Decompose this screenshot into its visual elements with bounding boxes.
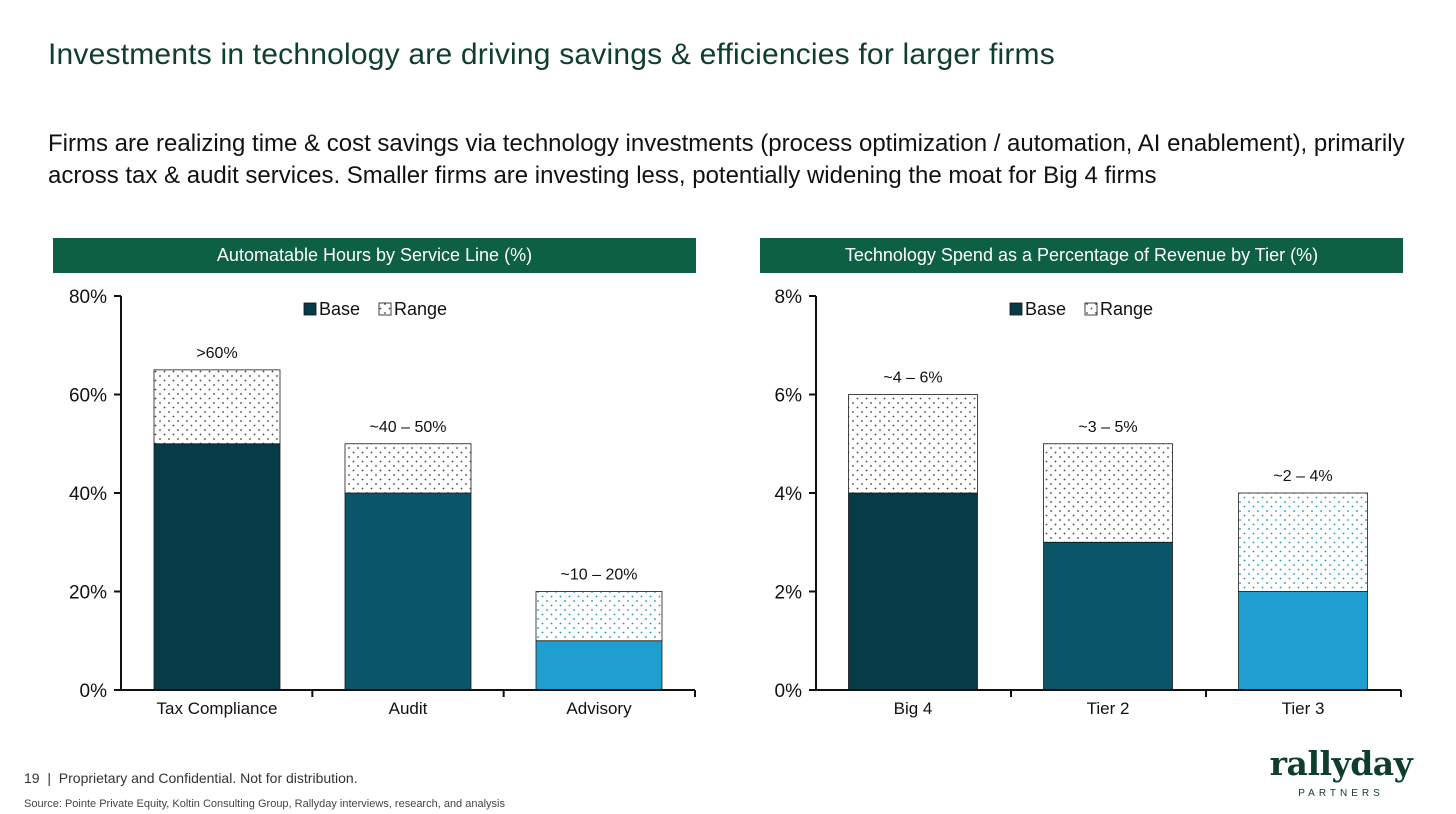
bar-range-1 <box>1043 443 1173 543</box>
bar-base-0 <box>153 443 281 691</box>
bar-base-2 <box>1238 591 1368 691</box>
y-tick-label-3: 60% <box>69 386 107 407</box>
bar-range-2 <box>535 591 663 642</box>
legend-label-range: Range <box>1100 299 1153 319</box>
y-tick-label-1: 20% <box>69 583 107 604</box>
bar-range-0 <box>848 394 978 494</box>
legend-swatch-base <box>303 302 317 316</box>
y-tick-label-2: 4% <box>775 484 803 505</box>
confidential-text: Proprietary and Confidential. Not for di… <box>58 770 358 786</box>
bar-range-0 <box>153 369 281 445</box>
x-tick-label-1: Tier 2 <box>1087 699 1130 718</box>
bar-base-2 <box>535 640 663 691</box>
y-tick-label-1: 2% <box>775 583 803 604</box>
legend-label-range: Range <box>394 299 447 319</box>
bar-base-0 <box>848 492 978 691</box>
bar-base-1 <box>1043 541 1173 691</box>
footer-confidential: 19 | Proprietary and Confidential. Not f… <box>24 770 358 786</box>
bar-range-2 <box>1238 492 1368 592</box>
y-tick-label-2: 40% <box>69 484 107 505</box>
legend: Base Range <box>303 299 447 319</box>
page-number: 19 <box>24 770 40 786</box>
bar-range-1 <box>344 443 472 494</box>
legend: Base Range <box>1009 299 1153 319</box>
legend-swatch-range <box>1084 302 1098 316</box>
page-subtitle: Firms are realizing time & cost savings … <box>48 130 1405 189</box>
logo-tagline: PARTNERS <box>1298 788 1384 799</box>
chart-automatable-hours: >60% Tax Compliance ~40 – 50% Audit ~10 – 20… <box>69 287 696 718</box>
bar-label-1: ~3 – 5% <box>1078 419 1137 436</box>
legend-swatch-range <box>378 302 392 316</box>
footer-separator: | <box>43 770 55 786</box>
x-tick-label-1: Audit <box>389 699 428 718</box>
x-tick-label-0: Tax Compliance <box>157 699 278 718</box>
bar-base-1 <box>344 492 472 691</box>
legend-swatch-base <box>1009 302 1023 316</box>
y-tick-label-4: 80% <box>69 287 107 308</box>
y-tick-label-0: 0% <box>775 681 803 702</box>
bar-label-0: ~4 – 6% <box>883 370 942 387</box>
legend-label-base: Base <box>319 299 360 319</box>
chart-2-title: Technology Spend as a Percentage of Reve… <box>760 238 1403 273</box>
y-tick-label-0: 0% <box>80 681 108 702</box>
x-tick-label-0: Big 4 <box>894 699 933 718</box>
y-tick-label-3: 6% <box>775 386 803 407</box>
logo-wordmark: rallyday <box>1269 744 1413 783</box>
page-title: Investments in technology are driving sa… <box>48 38 1055 71</box>
bar-label-2: ~10 – 20% <box>561 567 638 584</box>
x-tick-label-2: Advisory <box>566 699 632 718</box>
bar-label-2: ~2 – 4% <box>1273 468 1332 485</box>
footer-source: Source: Pointe Private Equity, Koltin Co… <box>24 798 505 810</box>
y-tick-label-4: 8% <box>775 287 803 308</box>
x-tick-label-2: Tier 3 <box>1282 699 1325 718</box>
legend-label-base: Base <box>1025 299 1066 319</box>
bar-label-1: ~40 – 50% <box>370 419 447 436</box>
chart-tech-spend: ~4 – 6% Big 4 ~3 – 5% Tier 2 ~2 – 4% Tier 3 0%… <box>775 287 1402 718</box>
rallyday-logo: rallyday PARTNERS <box>1266 744 1416 799</box>
bar-label-0: >60% <box>196 345 237 362</box>
chart-1-title: Automatable Hours by Service Line (%) <box>53 238 696 273</box>
